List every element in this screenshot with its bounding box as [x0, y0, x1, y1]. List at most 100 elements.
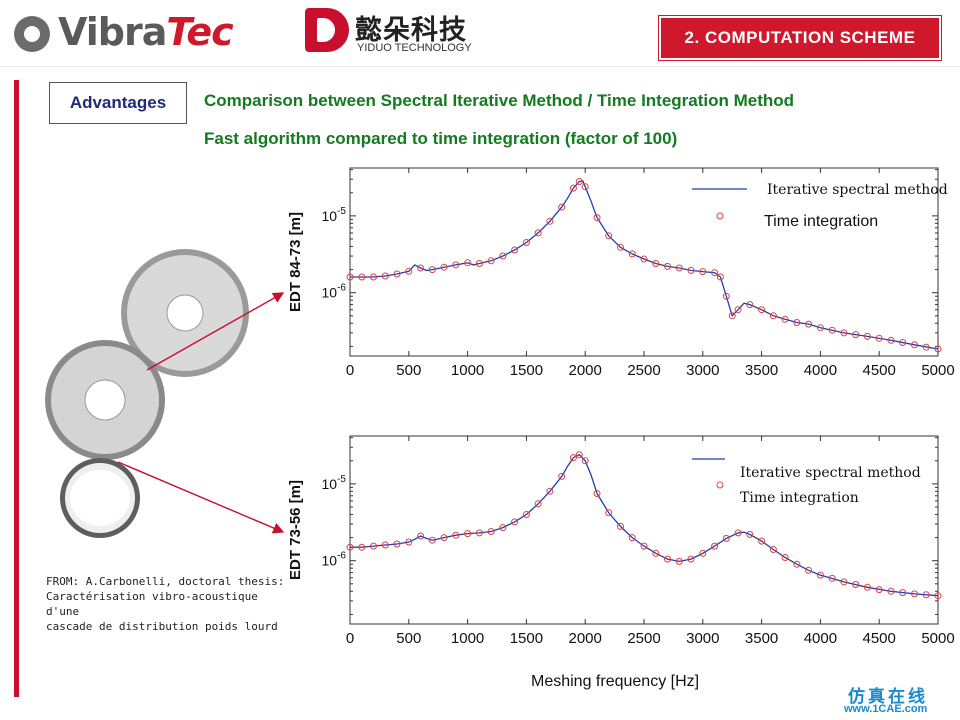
series-point-time-integration [346, 543, 354, 551]
x-tick-label: 4000 [804, 362, 837, 379]
series-point-time-integration [722, 292, 730, 300]
series-point-time-integration [828, 326, 836, 334]
series-point-time-integration [734, 306, 742, 314]
series-point-time-integration [475, 529, 483, 537]
legend-label-time: Time integration [740, 490, 859, 506]
y-tick-label-1e-6: 10-6 [322, 551, 347, 569]
series-point-time-integration [875, 334, 883, 342]
series-point-time-integration [675, 264, 683, 272]
series-point-time-integration [475, 260, 483, 267]
source-line-1: FROM: A.Carbonelli, doctoral thesis: [46, 575, 285, 588]
source-line-3: cascade de distribution poids lourd [46, 620, 278, 633]
series-point-time-integration [546, 487, 554, 495]
series-point-time-integration [805, 566, 813, 574]
vibratec-logo-text: VibraTec [58, 10, 234, 54]
series-point-time-integration [687, 266, 695, 274]
series-point-time-integration [464, 530, 472, 538]
series-point-time-integration [405, 538, 413, 546]
y-axis-label: EDT 73-56 [m] [287, 480, 304, 580]
series-point-time-integration [605, 232, 613, 240]
x-tick-label: 0 [346, 630, 354, 647]
source-citation: FROM: A.Carbonelli, doctoral thesis: Car… [46, 574, 286, 634]
chart-edt-73-56: 0 500 1000 1500 2000 2500 3000 3500 4000 4500 5000… [287, 435, 955, 647]
series-point-time-integration [758, 306, 766, 314]
series-point-time-integration [699, 268, 707, 276]
series-point-time-integration [575, 178, 583, 185]
legend-label-iterative: Iterative spectral method [740, 465, 921, 481]
series-point-time-integration [487, 528, 495, 535]
x-tick-label: 5000 [921, 362, 954, 379]
series-point-time-integration [863, 332, 871, 340]
series-point-time-integration [769, 312, 777, 320]
y-tick-label-1e-5: 10-5 [322, 206, 347, 224]
gear-large-icon [121, 249, 249, 377]
series-point-time-integration [581, 183, 589, 191]
yiduo-logo: 懿朵科技 YIDUO TECHNOLOGY [305, 8, 495, 56]
x-tick-label: 2000 [569, 362, 602, 379]
series-point-time-integration [675, 557, 683, 565]
speed-line: Fast algorithm compared to time integrat… [204, 129, 678, 148]
series-point-time-integration [464, 259, 472, 267]
series-point-time-integration [440, 534, 448, 542]
series-point-time-integration [534, 500, 542, 508]
series-point-time-integration [758, 537, 766, 545]
header-divider [0, 66, 960, 67]
series-point-time-integration [828, 574, 836, 582]
series-point-time-integration [852, 581, 860, 588]
series-point-time-integration [511, 246, 519, 254]
series-point-time-integration [793, 560, 801, 568]
series-point-time-integration [511, 518, 519, 526]
yiduo-logo-cn: 懿朵科技 [355, 15, 467, 46]
x-tick-label: 0 [346, 362, 354, 379]
x-tick-label: 2500 [627, 362, 660, 379]
series-point-time-integration [393, 540, 401, 548]
series-point-time-integration [887, 336, 895, 344]
vibratec-logo: VibraTec [14, 10, 284, 56]
series-point-time-integration [452, 531, 460, 539]
legend-circle-marker [716, 481, 724, 489]
y-tick-label-1e-6: 10-6 [322, 283, 347, 301]
series-point-time-integration [617, 522, 624, 530]
watermark-cn: 仿真在线 [848, 687, 928, 707]
x-tick-label: 1500 [510, 362, 543, 379]
series-point-time-integration [840, 329, 848, 337]
legend-circle-marker [716, 212, 724, 220]
series-point-time-integration [934, 345, 942, 353]
x-tick-label: 2500 [627, 630, 660, 647]
series-point-time-integration [875, 586, 883, 594]
series-point-time-integration [381, 272, 389, 280]
series-point-time-integration [699, 549, 707, 557]
comparison-line: Comparison between Spectral Iterative Me… [204, 91, 795, 110]
y-tick-label-1e-5: 10-5 [322, 474, 347, 492]
series-point-time-integration [405, 267, 413, 275]
series-point-time-integration [393, 270, 401, 278]
series-point-time-integration [734, 529, 742, 537]
series-point-time-integration [793, 319, 801, 326]
x-tick-label: 4500 [863, 630, 896, 647]
series-point-time-integration [428, 266, 436, 274]
series-point-time-integration [911, 341, 918, 349]
x-tick-label: 3500 [745, 630, 778, 647]
series-point-time-integration [358, 273, 366, 281]
series-point-time-integration [769, 546, 777, 553]
gear-middle-icon [45, 340, 165, 460]
legend-label-iterative: Iterative spectral method [767, 182, 948, 198]
series-point-time-integration [575, 451, 583, 459]
series-point-time-integration [640, 542, 648, 550]
series-point-time-integration [816, 324, 824, 332]
series-point-time-integration [417, 264, 425, 272]
arrow-to-top-chart [146, 292, 285, 371]
series-point-time-integration [370, 542, 377, 550]
series-point-time-integration [922, 343, 930, 351]
series-point-time-integration [569, 454, 577, 462]
series-line-iterative-spectral [350, 180, 939, 350]
source-line-2: Caractérisation vibro-acoustique d'une [46, 590, 258, 618]
series-point-time-integration [711, 269, 719, 277]
x-tick-label: 1500 [510, 630, 543, 647]
series-point-time-integration [805, 320, 813, 328]
x-tick-label: 2000 [569, 630, 602, 647]
x-axis-label: Meshing frequency [Hz] [531, 673, 700, 690]
series-point-time-integration [617, 243, 624, 251]
series-point-time-integration [452, 261, 460, 269]
series-point-time-integration [746, 530, 754, 538]
